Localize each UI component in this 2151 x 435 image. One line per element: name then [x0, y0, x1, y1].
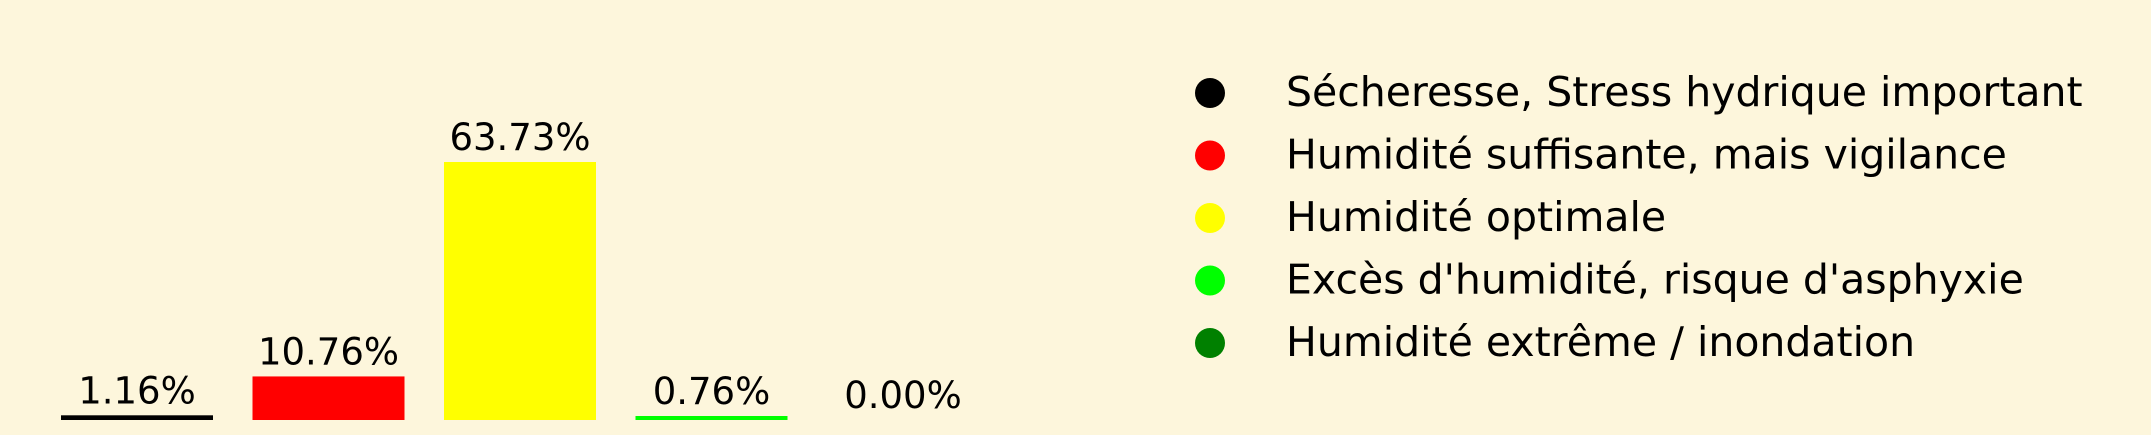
legend: Sécheresse, Stress hydrique important Hum…	[1195, 68, 2083, 366]
legend-marker-1	[1195, 140, 1225, 171]
legend-label-0: Sécheresse, Stress hydrique important	[1286, 68, 2083, 116]
legend-label-4: Humidité extrême / inondation	[1286, 318, 1915, 366]
bar-value-label-4: 0.00%	[844, 374, 962, 417]
bar-1	[252, 376, 405, 420]
bar-value-label-0: 1.16%	[78, 369, 196, 412]
bar-3	[635, 416, 788, 420]
legend-marker-4	[1195, 328, 1225, 358]
bar-value-label-1: 10.76%	[258, 330, 399, 373]
bar-0	[61, 415, 213, 420]
bar-value-label-3: 0.76%	[653, 370, 771, 413]
bar-2	[444, 162, 596, 420]
legend-label-2: Humidité optimale	[1286, 193, 1666, 241]
bar-labels-group: 1.16% 10.76% 63.73% 0.76% 0.00%	[78, 116, 962, 417]
legend-label-1: Humidité suffisante, mais vigilance	[1286, 131, 2007, 179]
legend-label-3: Excès d'humidité, risque d'asphyxie	[1286, 256, 2024, 304]
bars-group	[61, 162, 788, 420]
legend-marker-2	[1195, 203, 1225, 233]
legend-marker-3	[1195, 265, 1225, 296]
bar-value-label-2: 63.73%	[449, 116, 590, 159]
legend-marker-0	[1195, 78, 1225, 108]
